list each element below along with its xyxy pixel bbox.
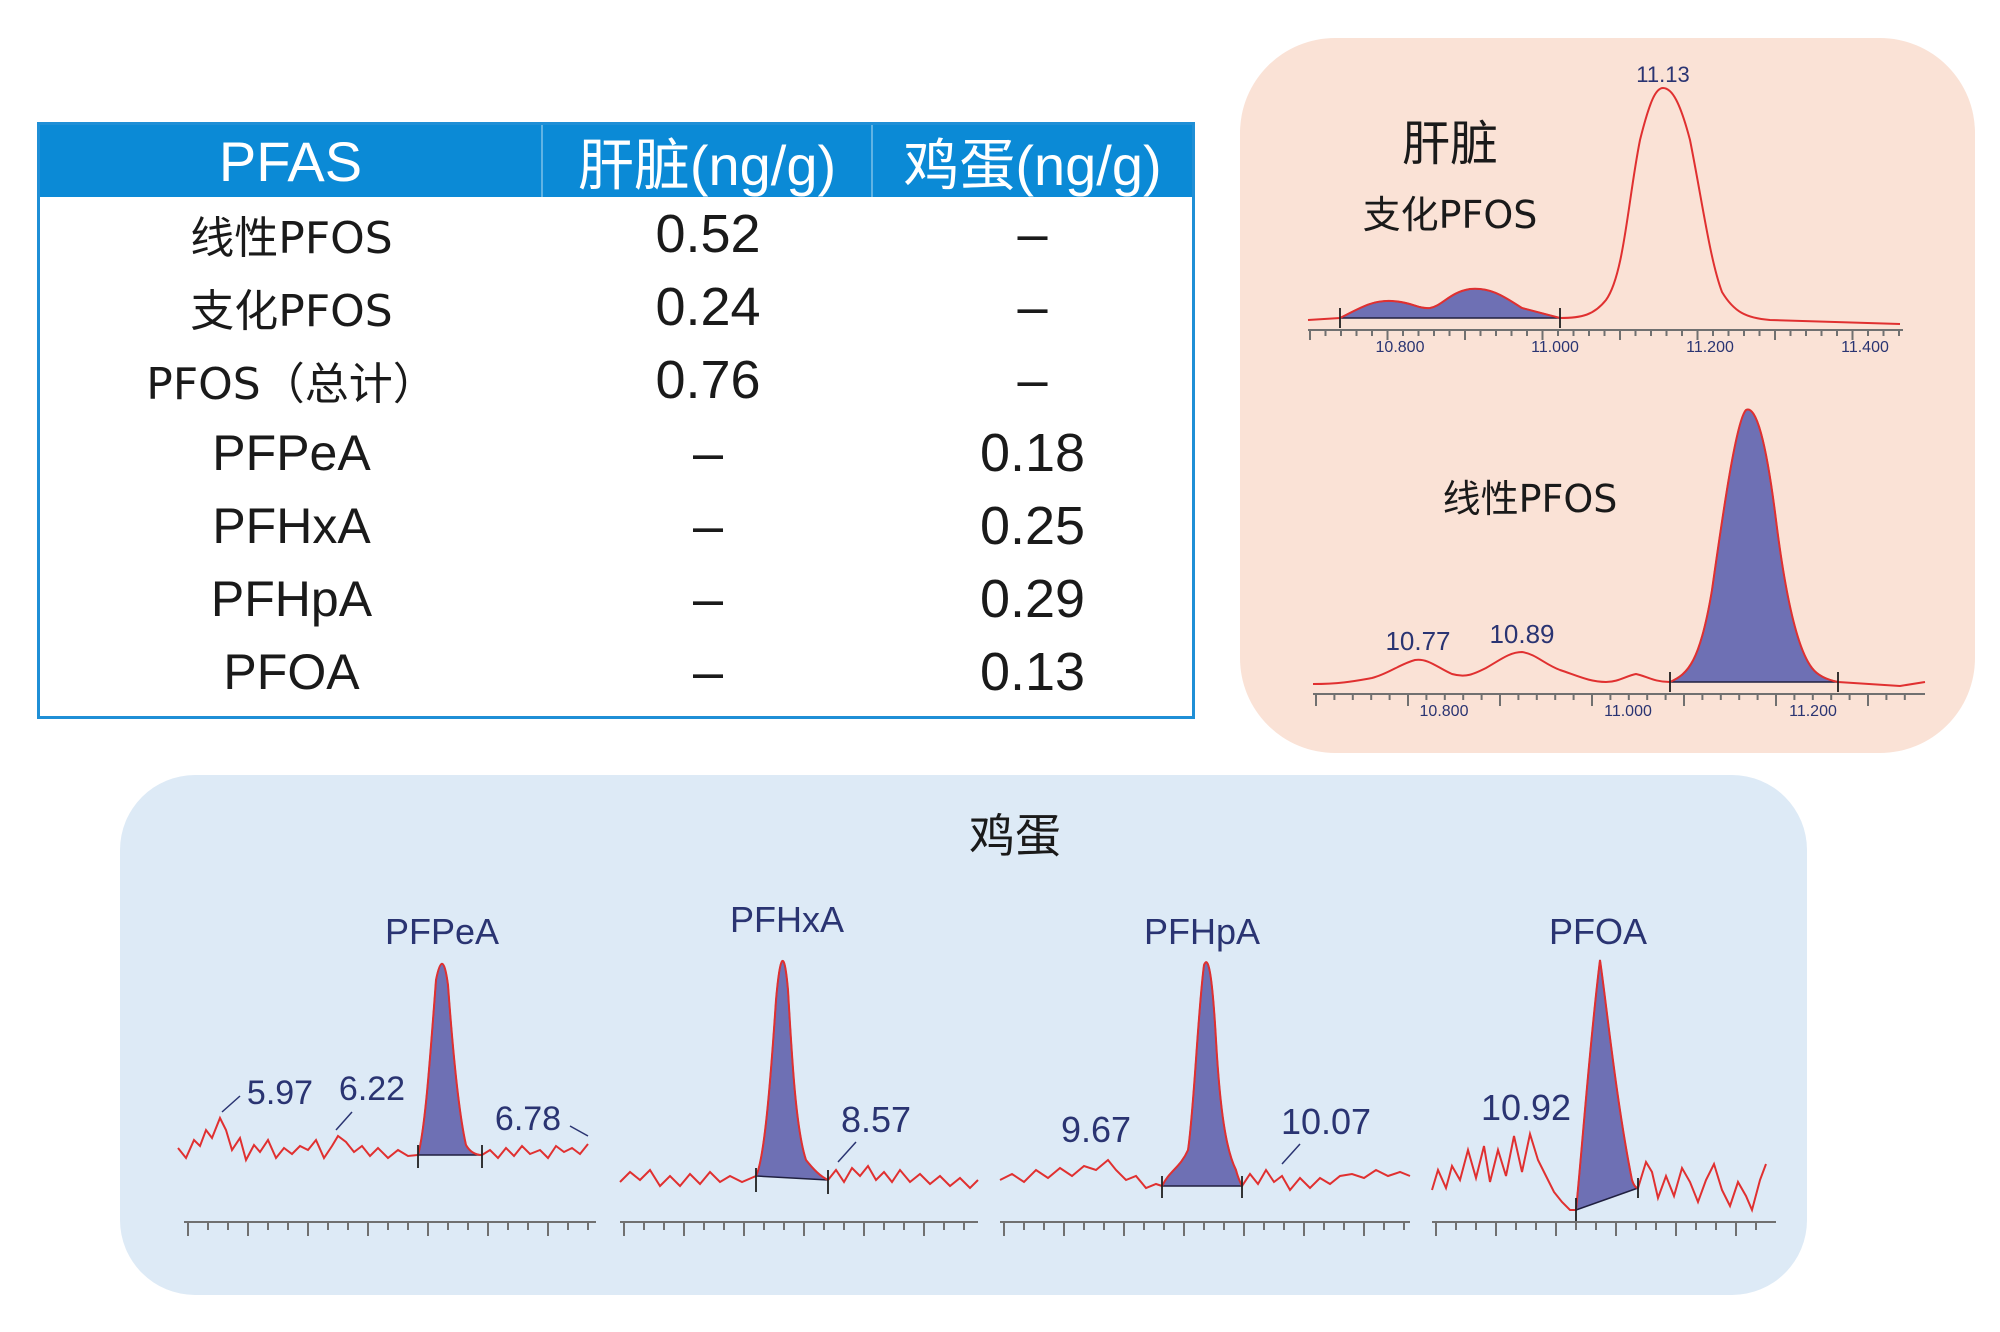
pfhpa-leader xyxy=(1281,1143,1301,1165)
liver-title: 肝脏 xyxy=(1402,116,1498,172)
pfhxa-chart: PFHxA 8.57 xyxy=(619,899,979,1236)
cell-egg: 0.13 xyxy=(979,641,1086,702)
pfhxa-ticks xyxy=(623,1222,965,1236)
pfpea-rt-label: 5.97 xyxy=(247,1074,313,1112)
liver-panel xyxy=(1240,38,1975,753)
branched-tick-label: 11.400 xyxy=(1841,339,1889,356)
liver-linear-chart: 线性PFOS 10.77 10.89 10.800 11.000 11.200 xyxy=(1312,408,1926,720)
pfpea-leader xyxy=(335,1111,353,1131)
table-header: PFAS 肝脏(ng/g) 鸡蛋(ng/g) xyxy=(40,125,1192,197)
pfhpa-rt-label: 10.07 xyxy=(1281,1101,1371,1142)
cell-egg: 0.25 xyxy=(979,495,1086,556)
pfpea-label: PFPeA xyxy=(385,911,499,952)
table-body: 线性PFOS 0.52 – 支化PFOS 0.24 – PFOS（总计） 0.7… xyxy=(40,197,1192,708)
branched-tick-label: 10.800 xyxy=(1376,339,1425,356)
pfas-table: PFAS 肝脏(ng/g) 鸡蛋(ng/g) 线性PFOS 0.52 – 支化P… xyxy=(37,122,1195,719)
table-row: PFPeA – 0.18 xyxy=(40,416,1192,489)
cell-compound: 线性PFOS xyxy=(190,212,393,264)
linear-tick-label: 10.800 xyxy=(1420,703,1469,720)
branched-tick-label: 11.200 xyxy=(1686,339,1734,356)
pfpea-chart: PFPeA 5.97 6.22 6.78 xyxy=(177,911,596,1236)
header-egg: 鸡蛋(ng/g) xyxy=(903,133,1162,197)
pfoa-chart: PFOA 10.92 xyxy=(1431,911,1776,1236)
cell-liver: 0.24 xyxy=(655,276,761,337)
table-row: PFOA – 0.13 xyxy=(40,635,1192,708)
cell-compound: 支化PFOS xyxy=(190,285,393,337)
pfpea-leader xyxy=(569,1125,589,1137)
pfhpa-ticks xyxy=(1003,1222,1405,1236)
branched-ticks xyxy=(1309,330,1900,340)
cell-compound: PFHpA xyxy=(210,570,373,627)
pfpea-ticks xyxy=(187,1222,589,1236)
pfhxa-rt-label: 8.57 xyxy=(841,1099,911,1140)
pfoa-integrated-peak xyxy=(1575,959,1639,1212)
header-pfas: PFAS xyxy=(40,125,543,197)
cell-compound: PFPeA xyxy=(212,424,371,481)
cell-egg: 0.29 xyxy=(979,568,1086,629)
linear-pfos-label: 线性PFOS xyxy=(1443,477,1618,521)
branched-pfos-label: 支化PFOS xyxy=(1363,193,1538,237)
linear-peak-label: 10.89 xyxy=(1489,619,1554,649)
pfhpa-rt-label: 9.67 xyxy=(1061,1109,1131,1150)
egg-panel xyxy=(120,775,1807,1295)
cell-egg: – xyxy=(1017,203,1048,264)
linear-peak-label: 10.77 xyxy=(1385,626,1450,656)
pfhxa-label: PFHxA xyxy=(730,899,844,940)
pfhpa-chart: PFHpA 9.67 10.07 xyxy=(999,911,1411,1236)
table-row: 线性PFOS 0.52 – xyxy=(40,197,1192,270)
cell-liver: 0.52 xyxy=(655,203,761,264)
branched-peak-label: 11.13 xyxy=(1636,62,1689,87)
header-liver: 肝脏(ng/g) xyxy=(543,125,873,197)
pfpea-rt-label: 6.22 xyxy=(339,1070,405,1108)
cell-egg: 0.18 xyxy=(979,422,1086,483)
cell-liver: – xyxy=(692,495,724,556)
pfoa-trace xyxy=(1431,959,1767,1214)
cell-egg: – xyxy=(1017,349,1048,410)
pfpea-leader xyxy=(221,1095,241,1113)
cell-liver: – xyxy=(692,568,724,629)
cell-egg: – xyxy=(1017,276,1048,337)
egg-title: 鸡蛋 xyxy=(969,809,1061,863)
branched-trace xyxy=(1307,86,1901,325)
table-row: PFOS（总计） 0.76 – xyxy=(40,343,1192,416)
cell-compound: PFOS（总计） xyxy=(146,358,437,410)
linear-tick-label: 11.000 xyxy=(1604,703,1652,720)
table-row: PFHxA – 0.25 xyxy=(40,489,1192,562)
cell-compound: PFHxA xyxy=(212,497,371,554)
liver-branched-chart: 肝脏 支化PFOS 11.13 10.800 11.000 11.200 11.… xyxy=(1307,62,1903,356)
table-row: PFHpA – 0.29 xyxy=(40,562,1192,635)
table-row: 支化PFOS 0.24 – xyxy=(40,270,1192,343)
pfhxa-leader xyxy=(837,1141,857,1163)
linear-trace xyxy=(1312,408,1926,688)
pfhxa-integrated-peak xyxy=(754,960,829,1181)
pfoa-label: PFOA xyxy=(1549,911,1647,952)
cell-liver: – xyxy=(692,641,724,702)
pfhpa-label: PFHpA xyxy=(1144,911,1260,952)
pfpea-trace xyxy=(177,962,589,1163)
branched-tick-label: 11.000 xyxy=(1531,339,1579,356)
cell-liver: 0.76 xyxy=(655,349,761,410)
linear-ticks xyxy=(1315,694,1906,706)
pfoa-rt-label: 10.92 xyxy=(1481,1087,1571,1128)
pfpea-integrated-peak xyxy=(417,963,483,1156)
pfpea-rt-label: 6.78 xyxy=(495,1100,561,1138)
linear-integrated-peak xyxy=(1669,408,1839,683)
cell-compound: PFOA xyxy=(223,643,360,700)
linear-tick-label: 11.200 xyxy=(1789,703,1837,720)
pfoa-ticks xyxy=(1435,1222,1757,1236)
cell-liver: – xyxy=(692,422,724,483)
